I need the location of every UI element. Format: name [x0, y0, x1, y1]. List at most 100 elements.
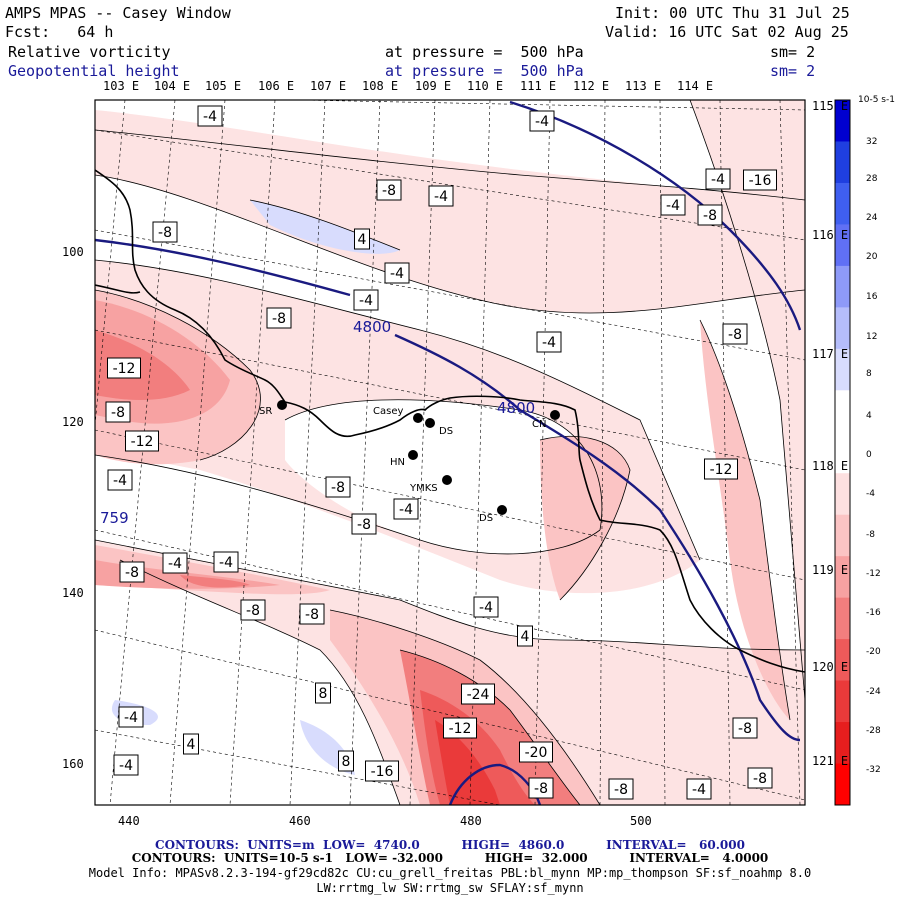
vorticity-contour-label: -8: [697, 204, 723, 226]
vorticity-contour-value: -4: [119, 758, 133, 774]
colorbar-label: -16: [866, 608, 881, 618]
vorticity-labels: -4 -4 -8 -4 -8 4 -4 -4 -8 -4 -8 -4 -4 -8 -16 -12 -8 -12 -4…: [105, 105, 777, 800]
colorbar-label: 4: [866, 411, 872, 421]
vorticity-contour-value: -8: [246, 603, 260, 619]
vorticity-contour-value: -12: [710, 462, 733, 478]
right-longitude-label: 120 E: [812, 660, 849, 674]
left-tick-label: 140: [62, 586, 84, 600]
vorticity-contour-value: -4: [219, 555, 233, 571]
vorticity-contour-value: -12: [131, 434, 154, 450]
vorticity-contour-label: 8: [338, 750, 354, 772]
station-label-hn: HN: [390, 457, 405, 468]
vorticity-contour-label: -8: [119, 561, 145, 583]
colorbar-label: 12: [866, 332, 877, 342]
colorbar-label: -32: [866, 765, 881, 775]
vorticity-contour-label: -12: [107, 357, 141, 379]
colorbar-label: -28: [866, 726, 881, 736]
vorticity-contour-label: -8: [722, 323, 748, 345]
vorticity-contour-value: 4: [187, 737, 196, 753]
vorticity-contour-label: -4: [384, 262, 410, 284]
vorticity-contour-label: -4: [353, 289, 379, 311]
vorticity-contour-value: -4: [124, 710, 138, 726]
coastline: [95, 169, 805, 673]
top-longitude-label: 105 E: [205, 79, 242, 93]
top-longitude-label: 110 E: [467, 79, 504, 93]
station-label-ds2: DS: [479, 513, 493, 524]
vorticity-contour-value: -8: [158, 225, 172, 241]
shading-layer: [95, 100, 805, 805]
station-label-casey: Casey: [373, 406, 403, 417]
vorticity-contour-label: -4: [197, 105, 223, 127]
colorbar-swatch: [835, 514, 850, 557]
left-tick-label: 120: [62, 415, 84, 429]
plot-title: AMPS MPAS -- Casey Window: [5, 4, 231, 22]
vorticity-contour-value: -16: [371, 764, 394, 780]
vorticity-contour-label: -4: [705, 168, 731, 190]
vorticity-contour-value: -4: [479, 600, 493, 616]
colorbar-swatch: [835, 473, 850, 516]
vorticity-contour-value: -4: [692, 782, 706, 798]
station-dot-ymks: [442, 475, 452, 485]
height-label-759: 759: [100, 509, 129, 527]
colorbar-unit: 10-5 s-1: [858, 95, 895, 105]
vorticity-contour-value: 8: [319, 686, 328, 702]
top-longitude-label: 114 E: [677, 79, 714, 93]
vorticity-contour-value: -12: [449, 721, 472, 737]
station-dot-ds2: [497, 505, 507, 515]
vorticity-contour-value: -8: [305, 607, 319, 623]
station-dot-ds1: [425, 418, 435, 428]
colorbar-swatch: [835, 141, 850, 184]
vorticity-contour-value: -8: [272, 311, 286, 327]
vorticity-contour-value: -4: [666, 198, 680, 214]
station-label-ds1: DS: [439, 426, 453, 437]
vorticity-contour-label: -4: [536, 331, 562, 353]
top-longitude-label: 107 E: [310, 79, 347, 93]
vorticity-contour-value: -4: [203, 109, 217, 125]
bottom-tick-label: 460: [289, 814, 311, 828]
vorticity-contour-value: -24: [467, 687, 490, 703]
vorticity-contour-label: 4: [517, 625, 533, 647]
right-longitude-label: 118 E: [812, 459, 849, 473]
bottom-tick-label: 480: [460, 814, 482, 828]
valid-time: Valid: 16 UTC Sat 02 Aug 25: [605, 23, 849, 41]
height-label-4800-a: 4800: [353, 318, 391, 336]
vorticity-contour-label: -4: [162, 552, 188, 574]
station-dot-hn: [408, 450, 418, 460]
vorticity-contour-label: -12: [125, 430, 159, 452]
vorticity-contour-label: -4: [428, 185, 454, 207]
vorticity-contour-label: -4: [113, 754, 139, 776]
vorticity-contour-label: 4: [183, 733, 199, 755]
vorticity-contour-value: -4: [359, 293, 373, 309]
right-longitude-label: 117 E: [812, 347, 849, 361]
vorticity-contour-value: -4: [434, 189, 448, 205]
colorbar-swatch: [835, 431, 850, 474]
colorbar-swatch: [835, 100, 850, 142]
vorticity-contour-label: -4: [107, 469, 133, 491]
colorbar-label: 32: [866, 137, 877, 147]
vorticity-contour-label: -8: [732, 717, 758, 739]
vorticity-contour-label: -12: [443, 717, 477, 739]
vorticity-contour-value: -8: [382, 183, 396, 199]
height-label-4800-b: 4800: [497, 399, 535, 417]
vorticity-contour-value: -16: [749, 173, 772, 189]
colorbar-swatch: [835, 639, 850, 682]
station-labels: SR Casey DS HN YMKS DS CN: [259, 406, 546, 524]
vorticity-contour-value: -8: [753, 771, 767, 787]
footer-vorticity-contours: CONTOURS: UNITS=10-5 s-1 LOW= -32.000 HI…: [131, 851, 769, 865]
top-longitude-label: 112 E: [573, 79, 610, 93]
plot-frame: [94, 99, 806, 806]
vorticity-contour-label: -16: [743, 169, 777, 191]
left-tick-label: 100: [62, 245, 84, 259]
station-label-ymks: YMKS: [409, 483, 438, 494]
top-longitude-label: 108 E: [362, 79, 399, 93]
colorbar-label: -20: [866, 647, 881, 657]
colorbar-label: 28: [866, 174, 878, 184]
vorticity-contour-value: -8: [331, 480, 345, 496]
colorbar-label: 24: [866, 213, 878, 223]
colorbar-swatch: [835, 597, 850, 640]
right-longitude-label: 121 E: [812, 754, 849, 768]
stations: [277, 400, 560, 515]
vorticity-contour-value: 8: [342, 754, 351, 770]
right-longitude-label: 116 E: [812, 228, 849, 242]
